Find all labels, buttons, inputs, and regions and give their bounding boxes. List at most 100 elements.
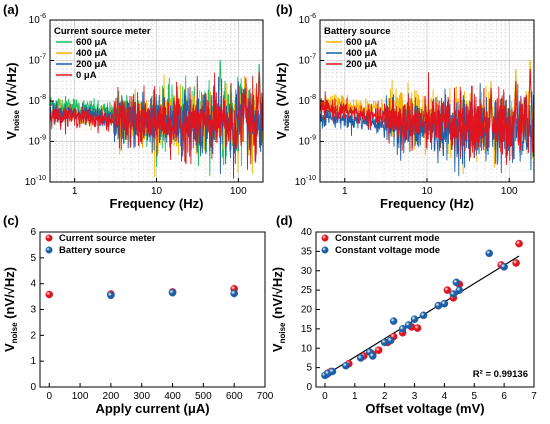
y-tick-label: 5 <box>306 363 312 374</box>
y-tick-label: 0 <box>306 382 312 393</box>
data-point-0 <box>512 259 520 267</box>
y-tick-label: 10-8 <box>299 94 316 107</box>
y-tick-label: 10-9 <box>29 135 46 148</box>
series-line-3 <box>50 72 263 165</box>
data-point-1 <box>230 289 238 298</box>
data-point-1 <box>368 352 377 360</box>
data-point-1 <box>419 311 428 320</box>
plot-area <box>45 285 238 300</box>
y-tick-label: 40 <box>301 227 313 238</box>
y-tick-label: 10-6 <box>299 13 316 26</box>
data-point-1 <box>328 367 337 376</box>
ticks: 0 100 200 300 400 500 600 700 0 1 2 3 4 5 6 <box>30 227 273 402</box>
r-squared-annotation: R² = 0.99136 <box>473 369 528 380</box>
data-point-1 <box>356 354 365 362</box>
legend-label-0: Current source meter <box>59 233 156 244</box>
ticks: 1 10 100 10-10 10-9 10-8 10-7 10-6 <box>25 13 247 197</box>
panel-c: (c) 0 100 200 300 400 500 600 700 0 1 2 3 4 5 6 Apply cu… <box>3 213 274 416</box>
y-tick-label: 15 <box>301 324 313 335</box>
legend-title: Current source meter <box>54 26 151 37</box>
ticks: 1 10 100 10-10 10-9 10-8 10-7 10-6 <box>295 13 518 197</box>
y-tick-label: 20 <box>301 305 313 316</box>
x-tick-label: 10 <box>421 186 433 197</box>
y-tick-label: 1 <box>30 356 36 367</box>
data-point-1 <box>168 288 177 297</box>
x-tick-label: 7 <box>531 391 537 402</box>
x-tick-label: 0 <box>322 391 328 402</box>
legend-marker-0 <box>45 234 53 242</box>
legend-marker-1 <box>45 246 53 254</box>
x-tick-label: 4 <box>442 391 448 402</box>
y-tick-label: 10-8 <box>29 94 46 107</box>
panel-a: (a) 1 10 100 10-10 10-9 10-8 10-7 10-6 Frequency … <box>3 2 264 211</box>
y-tick-label: 10-9 <box>299 135 316 148</box>
data-point-0 <box>45 290 54 299</box>
plot-area <box>321 239 523 380</box>
data-point-1 <box>440 299 449 308</box>
legend-label-1: 400 μA <box>346 48 377 59</box>
data-point-1 <box>449 290 458 298</box>
data-point-1 <box>452 278 461 287</box>
data-point-0 <box>374 346 383 354</box>
data-point-1 <box>398 325 407 333</box>
x-tick-label: 200 <box>103 391 120 402</box>
panel-d: (d) 0 1 2 3 4 5 6 7 0 5 10 15 20 25 30 35 40 Offset voltag… <box>276 213 537 416</box>
data-point-1 <box>485 249 494 258</box>
y-tick-label: 35 <box>301 246 313 257</box>
data-point-0 <box>443 286 452 294</box>
x-tick-label: 100 <box>72 391 89 402</box>
legend-marker-0 <box>321 234 329 242</box>
x-tick-label: 0 <box>46 391 52 402</box>
y-tick-label: 10-10 <box>25 175 46 188</box>
ticks: 0 1 2 3 4 5 6 7 0 5 10 15 20 25 30 35 40 <box>301 227 537 402</box>
x-tick-label: 700 <box>257 391 274 402</box>
plot-area <box>320 60 534 177</box>
y-tick-label: 10-7 <box>299 54 316 67</box>
x-tick-label: 5 <box>471 391 477 402</box>
panel-label: (d) <box>276 213 293 228</box>
y-axis-label-2: Vnoise (nV/√Hz) <box>2 267 19 352</box>
y-tick-label: 10 <box>301 343 313 354</box>
data-point-1 <box>404 321 413 329</box>
x-tick-label: 2 <box>382 391 388 402</box>
panel-label: (b) <box>276 2 293 17</box>
x-axis-label: Offset voltage (mV) <box>365 401 484 416</box>
data-point-0 <box>515 239 523 248</box>
x-tick-label: 400 <box>164 391 181 402</box>
legend-label-1: Constant voltage mode <box>335 245 440 256</box>
y-axis-label-3: Vnoise (nV/√Hz) <box>270 267 287 352</box>
panel-b: (b) 1 10 100 10-10 10-9 10-8 10-7 10-6 Frequency … <box>276 2 535 211</box>
x-axis-label: Frequency (Hz) <box>380 196 474 211</box>
legend-label-1: Battery source <box>59 245 126 256</box>
plot-area <box>50 60 263 179</box>
legend-label-0: 600 μA <box>346 37 377 48</box>
legend-label-0: 600 μA <box>76 37 107 48</box>
data-point-1 <box>410 315 419 323</box>
y-tick-label: 0 <box>30 382 36 393</box>
y-tick-label: 3 <box>30 305 36 316</box>
x-axis-label: Apply current (μA) <box>95 401 209 416</box>
y-tick-label: 10-10 <box>295 175 316 188</box>
y-tick-label: 30 <box>301 266 313 277</box>
legend-label-2: 200 μA <box>76 59 107 70</box>
y-tick-label: 10-6 <box>29 13 46 26</box>
x-tick-label: 1 <box>72 186 78 197</box>
x-tick-label: 10 <box>151 186 163 197</box>
y-tick-label: 10-7 <box>29 54 46 67</box>
data-point-1 <box>107 291 115 300</box>
x-tick-label: 6 <box>501 391 507 402</box>
legend-title: Battery source <box>324 26 391 37</box>
x-tick-label: 600 <box>226 391 243 402</box>
legend-label-2: 200 μA <box>346 59 377 70</box>
x-tick-label: 1 <box>352 391 358 402</box>
y-tick-label: 4 <box>30 279 36 290</box>
x-tick-label: 3 <box>412 391 418 402</box>
data-point-1 <box>455 286 464 294</box>
y-tick-label: 5 <box>30 253 36 264</box>
x-tick-label: 100 <box>501 186 518 197</box>
x-tick-label: 300 <box>133 391 150 402</box>
